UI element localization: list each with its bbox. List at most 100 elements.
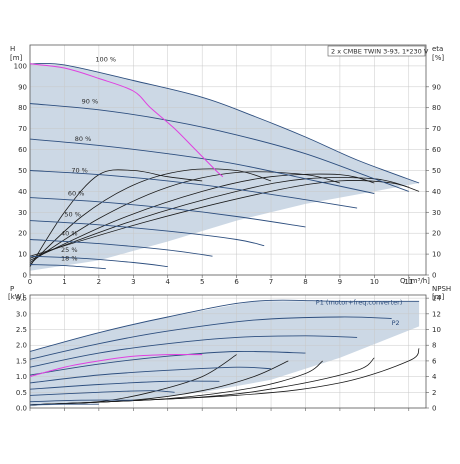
speed-curve [29,255,168,268]
efficiency-curve [29,171,340,263]
speed-curve [29,62,420,184]
y2-tick-label: 50 [432,167,441,175]
y2-tick-label: 2 [432,389,436,397]
max-curve-line [29,63,224,178]
operating-range-fill [30,63,420,271]
y2-tick-label: 20 [432,230,441,238]
y-tick-label: 2.5 [16,326,27,334]
x-tick-label: 1 [62,278,66,286]
x-tick-label: 4 [166,278,171,286]
y2-axis-label: eta [432,45,443,53]
speed-curve [29,103,409,192]
y2-tick-label: 90 [432,83,441,91]
y2-tick-label: 12 [432,310,441,318]
y-tick-label: 0.5 [16,389,27,397]
y-axis-unit: [m] [10,54,23,62]
max-curve-line [29,354,203,378]
speed-label: 100 % [95,56,116,64]
x-tick-label: 3 [131,278,135,286]
y-tick-label: 1.0 [16,373,27,381]
chart-title: 2 x CMBE TWIN 3-93, 1*230 V [331,48,429,56]
speed-curves [29,62,420,270]
speed-label: 70 % [71,167,88,175]
speed-label: 80 % [75,135,92,143]
y-tick-label: 30 [18,209,27,217]
y2-tick-label: 40 [432,188,441,196]
y2-tick-label: 0 [432,272,436,280]
speed-curve [29,138,375,194]
y-axis-label: H [10,45,15,53]
speed-label: 25 % [61,246,78,254]
y-tick-label: 1.5 [16,357,27,365]
plot-frame [29,44,427,276]
y-tick-label: 10 [18,251,27,259]
y-axis-unit: [kW] [8,293,25,301]
y2-tick-label: 6 [432,357,437,365]
y2-tick-label: 8 [432,342,436,350]
y-tick-label: 0 [23,272,27,280]
series-label: P2 [392,319,400,327]
y2-tick-label: 60 [432,146,441,154]
speed-curve [29,170,358,209]
speed-curve [29,239,213,257]
x-tick-label: 0 [28,278,32,286]
y-tick-label: 0.0 [16,405,27,413]
axis-ticks: 0.0 0.5 1.0 1.5 2.0 2.5 3.0 3.5 0 2 4 6 8 10 12 14 [16,295,442,413]
power-curve [29,316,392,360]
y-tick-label: 80 [18,104,27,112]
head-flow-panel: 0 1 2 3 4 5 6 7 8 9 10 11 0 10 20 30 40 50 60 70 80 90 100 0 10 2… [10,44,444,286]
speed-label: 90 % [82,98,99,106]
power-curve [29,403,99,406]
speed-curve [29,197,306,228]
operating-range-fill [30,301,420,407]
operating-range-area [30,301,420,407]
speed-label: 18 % [61,254,78,262]
power-curve [29,350,306,376]
power-curve [29,390,175,396]
speed-curve [29,264,106,270]
power-curve [29,335,358,368]
efficiency-curve [29,169,203,267]
power-curve [29,299,420,352]
y-tick-label: 70 [18,125,27,133]
title-box [327,45,426,57]
y2-tick-label: 80 [432,104,441,112]
y-tick-label: 20 [18,230,27,238]
efficiency-curves [29,168,420,267]
y-tick-label: 40 [18,188,27,196]
power-npsh-panel: 0.0 0.5 1.0 1.5 2.0 2.5 3.0 3.5 0 2 4 6 8 10 12 14 P1 (… [8,285,451,413]
y-tick-label: 100 [14,62,27,70]
x-tick-label: 6 [234,278,239,286]
series-labels: P1 (motor+freq.converter) P2 [316,298,403,326]
y2-tick-label: 14 [432,295,441,303]
y-tick-label: 2.0 [16,342,27,350]
y2-axis-unit: [m] [432,293,445,301]
efficiency-curve [29,179,420,257]
npsh-curve [29,348,420,406]
speed-label: 50 % [64,210,81,218]
x-tick-label: 10 [370,278,379,286]
x-tick-label: 11 [404,278,413,286]
x-axis-label: Q [400,277,406,285]
power-curves [29,299,420,406]
y-tick-label: 60 [18,146,27,154]
npsh-curves [29,348,420,406]
operating-range-area [30,63,420,271]
x-tick-label: 5 [200,278,204,286]
speed-curve [29,220,265,247]
y-tick-label: 90 [18,83,27,91]
y2-axis-label: NPSH [432,285,451,293]
speed-label: 40 % [61,229,78,237]
efficiency-curve [29,173,375,261]
y2-tick-label: 10 [432,251,441,259]
power-curve [29,366,272,384]
y-tick-label: 50 [18,167,27,175]
x-tick-label: 8 [303,278,307,286]
x-tick-label: 9 [338,278,342,286]
power-curve [29,380,220,390]
y2-axis-unit: [%] [432,54,444,62]
y2-tick-label: 0 [432,405,436,413]
x-tick-label: 2 [97,278,101,286]
